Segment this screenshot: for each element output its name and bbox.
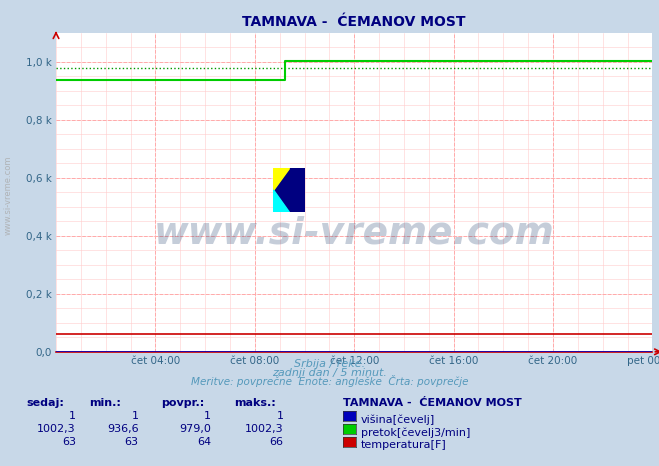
Text: 66: 66	[270, 438, 283, 447]
Text: Meritve: povprečne  Enote: angleške  Črta: povprečje: Meritve: povprečne Enote: angleške Črta:…	[190, 376, 469, 387]
Text: višina[čevelj]: višina[čevelj]	[361, 414, 436, 425]
Polygon shape	[273, 168, 289, 190]
Text: pretok[čevelj3/min]: pretok[čevelj3/min]	[361, 427, 471, 438]
Text: maks.:: maks.:	[234, 398, 275, 408]
Text: 1: 1	[69, 411, 76, 421]
Text: www.si-vreme.com: www.si-vreme.com	[154, 216, 555, 252]
Text: 1: 1	[204, 411, 211, 421]
Text: 1002,3: 1002,3	[244, 425, 283, 434]
Polygon shape	[273, 168, 305, 212]
Text: min.:: min.:	[89, 398, 121, 408]
Text: 979,0: 979,0	[179, 425, 211, 434]
Text: Srbija / reke.: Srbija / reke.	[294, 359, 365, 369]
Text: 1: 1	[276, 411, 283, 421]
Title: TAMNAVA -  ĆEMANOV MOST: TAMNAVA - ĆEMANOV MOST	[243, 14, 466, 29]
Text: sedaj:: sedaj:	[26, 398, 64, 408]
Text: 1002,3: 1002,3	[37, 425, 76, 434]
Text: 63: 63	[62, 438, 76, 447]
Text: 64: 64	[197, 438, 211, 447]
Polygon shape	[273, 190, 289, 212]
Text: 1: 1	[131, 411, 138, 421]
Text: temperatura[F]: temperatura[F]	[361, 440, 447, 451]
Text: 936,6: 936,6	[107, 425, 138, 434]
Text: 63: 63	[125, 438, 138, 447]
Text: zadnji dan / 5 minut.: zadnji dan / 5 minut.	[272, 368, 387, 378]
Text: povpr.:: povpr.:	[161, 398, 205, 408]
Text: TAMNAVA -  ĆEMANOV MOST: TAMNAVA - ĆEMANOV MOST	[343, 398, 521, 408]
Text: www.si-vreme.com: www.si-vreme.com	[3, 156, 13, 235]
